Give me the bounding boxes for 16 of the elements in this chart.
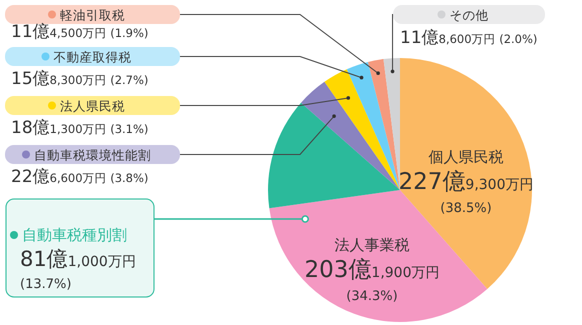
data-label: 18億1,300万円 (3.1%) xyxy=(11,118,148,138)
slice-label: 個人県民税 xyxy=(428,148,504,166)
slice-label: 法人事業税 xyxy=(334,236,410,254)
legend-label: 法人県民税 xyxy=(60,98,125,114)
legend-label: 自動車税環境性能割 xyxy=(34,148,151,162)
data-label: 11億4,500万円 (1.9%) xyxy=(11,22,148,42)
data-label: 203億1,900万円 (34.3%) xyxy=(304,257,440,304)
data-label: 22億6,600万円 (3.8%) xyxy=(11,167,148,187)
data-label: 227億9,300万円 (38.5%) xyxy=(398,169,534,216)
legend-label: その他 xyxy=(450,8,488,22)
legend-label: 不動産取得税 xyxy=(54,50,132,64)
legend-label: 自動車税種別割 xyxy=(22,226,127,244)
data-label: 11億8,600万円 (2.0%) xyxy=(400,28,538,48)
data-label: 81億1,000万円 (13.7%) xyxy=(20,247,136,292)
legend-label: 軽油引取税 xyxy=(60,8,125,22)
data-label: 15億8,300万円 (2.7%) xyxy=(11,69,148,89)
